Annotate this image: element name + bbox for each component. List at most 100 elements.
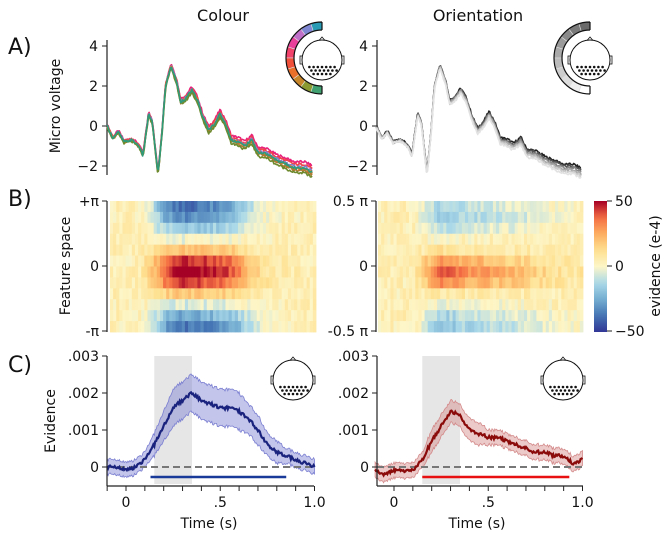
heatmap-cell [446,288,450,300]
heatmap-cell [579,211,584,224]
heatmap-cell [530,244,534,256]
heatmap-cell [437,255,441,267]
heatmap-cell [144,201,148,213]
heatmap-cell [551,299,556,311]
heatmap-cell [449,321,453,333]
heatmap-cell [184,201,189,213]
heatmap-cell [194,277,198,289]
heatmap-cell [297,288,301,300]
heatmap-cell [489,222,494,235]
heatmap-cell [424,222,429,235]
heatmap-cell [468,288,472,300]
heatmap-cell [555,233,559,246]
heatmap-cell [452,255,457,267]
heatmap-cell [172,244,176,256]
heatmap-cell [437,244,441,256]
heatmap-cell [399,244,404,256]
heatmap-cell [166,222,170,235]
heatmap-cell [125,255,130,267]
heatmap-cell [225,255,229,267]
heatmap-cell [166,255,170,267]
heatmap-cell [517,266,522,278]
heatmap-cell [281,201,286,213]
heatmap-cell [113,321,117,333]
heatmap-cell [159,321,164,333]
electrode [592,72,596,76]
heatmap-cell [241,266,245,278]
heatmap-cell [172,266,176,278]
heatmap-cell [402,201,407,213]
heatmap-cell [499,255,503,267]
heatmap-cell [523,321,528,333]
heatmap-cell [122,201,126,213]
heatmap-cell [477,321,481,333]
panel-label-a: A) [8,35,32,60]
heatmap-cell [110,299,114,311]
electrode [557,385,561,389]
heatmap-cell [455,288,460,300]
heatmap-cell [284,233,289,246]
heatmap-cell [309,321,314,333]
heatmap-cell [153,310,158,322]
heatmap-cell [228,244,233,256]
heatmap-cell [415,288,419,300]
electrode [329,72,332,76]
heatmap-cell [443,310,447,322]
heatmap-cell [458,266,463,278]
heatmap-cell [471,277,475,289]
heatmap-cell [209,277,214,289]
heatmap-cell [269,299,273,311]
heatmap-cell [297,255,301,267]
heatmap-cell [153,255,158,267]
heatmap-cell [489,288,494,300]
heatmap-cell [446,277,450,289]
mean-evidence-line [374,409,584,478]
heatmap-cell [399,211,404,224]
heatmap-cell [387,266,391,278]
heatmap-cell [523,201,528,213]
heatmap-cell [567,255,571,267]
y-tick-label: 4 [89,39,98,55]
heatmap-cell [200,299,205,311]
heatmap-cell [116,266,120,278]
heatmap-cell [287,233,292,246]
heatmap-cell [576,211,581,224]
heatmap-cell [567,222,571,235]
heatmap-cell [542,201,547,213]
electrode [590,69,594,72]
heatmap-cell [483,266,488,278]
heatmap-cell [555,222,559,235]
heatmap-cell [297,222,301,235]
heatmap-cell [156,299,161,311]
heatmap-cell [499,288,503,300]
heatmap-cell [113,299,117,311]
electrode [584,72,588,76]
colorbar-scale [594,201,607,332]
heatmap-cell [244,222,248,235]
erp-line-colour-2 [106,64,313,171]
heatmap-cell [446,244,450,256]
y-tick-label: .001 [338,423,369,439]
heatmap-cell [387,201,391,213]
heatmap-cell [269,211,273,224]
heatmap-cell [502,211,506,224]
heatmap-cell [216,222,220,235]
heatmap-cell [555,211,559,224]
heatmap-cell [483,288,488,300]
heatmap-cell [508,222,512,235]
heatmap-cell [241,288,245,300]
heatmap-cell [294,255,298,267]
heatmap-cell [175,244,180,256]
electrode [580,65,583,69]
head-icon [540,356,586,401]
heatmap-cell [163,266,167,278]
heatmap-cell [131,266,136,278]
heatmap-cell [573,310,578,322]
electrode [592,65,596,69]
heatmap-cell [579,299,584,311]
heatmap-cell [219,244,223,256]
electrode [287,392,291,396]
confidence-band [374,399,583,484]
heatmap-cell [197,211,201,224]
heatmap-cell [266,211,270,224]
